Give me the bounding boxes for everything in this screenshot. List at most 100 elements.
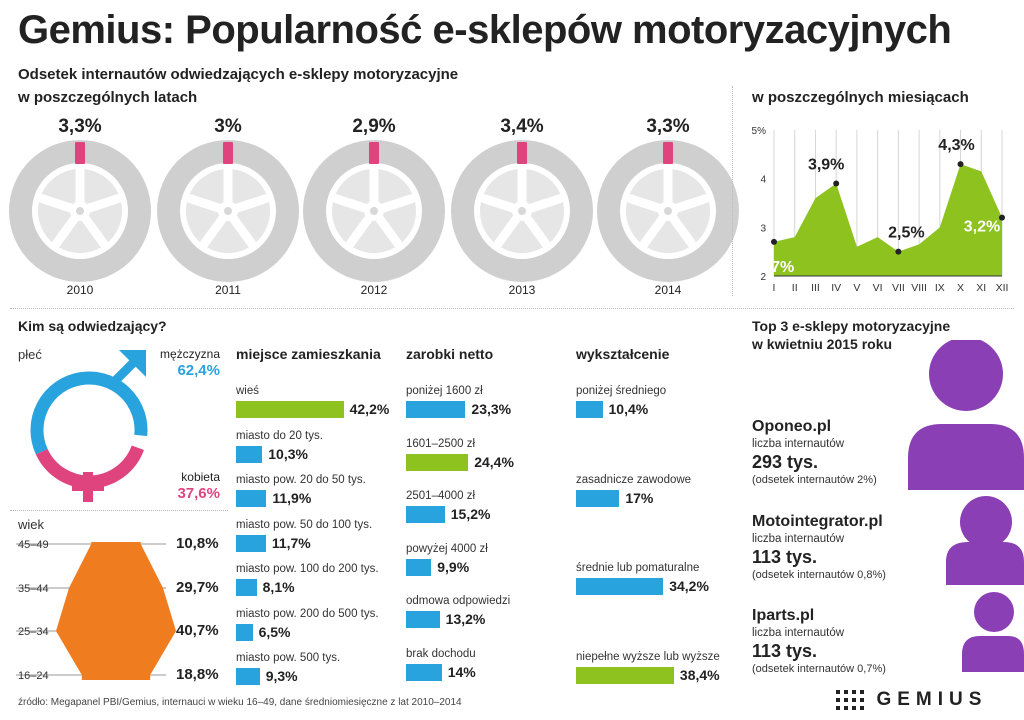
age-value-1: 29,7% bbox=[176, 579, 219, 596]
age-category-2: 25–34 bbox=[18, 626, 49, 638]
residence-label-3: miasto pow. 50 do 100 tys. bbox=[236, 518, 373, 531]
residence-value-4: 8,1% bbox=[262, 579, 295, 595]
monthly-annotation-X: 4,3% bbox=[938, 137, 974, 154]
income-bar-0 bbox=[406, 401, 466, 418]
income-bar-2 bbox=[406, 506, 445, 523]
age-divider bbox=[10, 510, 228, 511]
education-label-2: średnie lub pomaturalne bbox=[576, 562, 700, 574]
shop-0-name: Oponeo.pl bbox=[752, 418, 832, 435]
female-label: kobieta bbox=[181, 470, 220, 484]
income-value-3: 9,9% bbox=[437, 558, 470, 575]
residence-value-2: 11,9% bbox=[272, 490, 312, 506]
monthly-annotation-VII: 2,5% bbox=[888, 225, 924, 242]
year-value-2011: 3% bbox=[214, 116, 242, 137]
month-label-XII: XII bbox=[996, 282, 1009, 294]
month-label-I: I bbox=[773, 282, 776, 294]
year-label-2013: 2013 bbox=[508, 283, 536, 297]
income-label-0: poniżej 1600 zł bbox=[406, 385, 483, 397]
education-label-0: poniżej średniego bbox=[576, 385, 667, 397]
education-bar-0 bbox=[576, 401, 603, 418]
month-label-II: II bbox=[792, 282, 798, 294]
person-1-body-icon bbox=[908, 424, 1024, 490]
year-label-2014: 2014 bbox=[654, 283, 682, 297]
female-value: 37,6% bbox=[177, 485, 220, 502]
education-label-3: niepełne wyższe lub wyższe bbox=[576, 650, 720, 663]
gemius-logo: GEMIUS bbox=[836, 689, 987, 712]
female-cross-horizontal bbox=[72, 482, 104, 491]
top3-heading-2: w kwietniu 2015 roku bbox=[752, 336, 893, 352]
month-label-III: III bbox=[811, 282, 820, 294]
residence-value-0: 42,2% bbox=[349, 401, 390, 417]
gender-heading: płeć bbox=[18, 347, 42, 362]
income-value-0: 23,3% bbox=[471, 401, 512, 417]
source-note: źródło: Megapanel PBI/Gemius, internauci… bbox=[18, 697, 462, 708]
person-2-body-icon bbox=[946, 542, 1024, 585]
income-value-1: 24,4% bbox=[474, 453, 514, 470]
residence-label-0: wieś bbox=[236, 385, 260, 397]
year-label-2011: 2011 bbox=[215, 283, 241, 297]
monthly-ytick-2: 4 bbox=[760, 175, 766, 186]
gender-arc-male bbox=[30, 371, 148, 455]
subtitle-line-2: w poszczególnych latach bbox=[18, 89, 198, 106]
gemius-logo-text: GEMIUS bbox=[876, 689, 988, 710]
person-3-head-icon bbox=[974, 592, 1014, 632]
month-label-V: V bbox=[853, 282, 860, 294]
year-value-2010: 3,3% bbox=[58, 116, 102, 137]
education-bar-2 bbox=[576, 578, 664, 595]
residence-value-3: 11,7% bbox=[271, 534, 311, 551]
income-heading: zarobki netto bbox=[406, 346, 494, 362]
gemius-dots-icon bbox=[836, 689, 864, 710]
income-bar-4 bbox=[406, 611, 440, 628]
month-label-IV: IV bbox=[831, 282, 841, 294]
shop-2-pct: (odsetek internautów 0,7%) bbox=[752, 663, 886, 675]
residence-bar-0 bbox=[236, 401, 344, 418]
shop-2-sub: liczba internautów bbox=[752, 627, 845, 639]
education-value-2: 34,2% bbox=[669, 578, 709, 594]
monthly-ytick-0: 2 bbox=[760, 272, 766, 283]
tire-icon-2010 bbox=[9, 140, 151, 282]
month-label-X: X bbox=[957, 282, 964, 294]
residence-bar-5 bbox=[236, 623, 253, 641]
subtitle-line-1: Odsetek internautów odwiedzających e-skl… bbox=[18, 66, 459, 83]
age-value-3: 18,8% bbox=[176, 666, 219, 683]
monthly-point-IV bbox=[833, 180, 840, 187]
male-label: mężczyzna bbox=[159, 347, 220, 361]
year-value-2013: 3,4% bbox=[500, 116, 544, 137]
month-label-IX: IX bbox=[935, 282, 945, 294]
monthly-ytick-3: 5% bbox=[752, 126, 767, 137]
monthly-subtitle: w poszczególnych miesiącach bbox=[752, 89, 969, 106]
shop-0-pct: (odsetek internautów 2%) bbox=[752, 474, 877, 486]
education-bar-3 bbox=[576, 666, 674, 684]
section-divider bbox=[10, 308, 1014, 309]
income-label-3: powyżej 4000 zł bbox=[406, 542, 488, 555]
residence-value-5: 6,5% bbox=[258, 623, 291, 640]
education-bar-1 bbox=[576, 489, 620, 507]
month-label-VIII: VIII bbox=[911, 282, 927, 294]
year-value-2012: 2,9% bbox=[352, 116, 396, 137]
person-1-head-icon bbox=[929, 340, 1003, 411]
male-arrow-shaft bbox=[108, 356, 140, 388]
monthly-point-XII bbox=[999, 214, 1005, 221]
monthly-point-X bbox=[957, 161, 964, 168]
year-label-2010: 2010 bbox=[66, 283, 94, 297]
age-chart: 45–49 35–44 25–34 16–24 bbox=[16, 539, 176, 682]
residence-bar-2 bbox=[236, 490, 267, 507]
shop-2-value: 113 tys. bbox=[752, 641, 818, 661]
year-label-2012: 2012 bbox=[360, 283, 388, 297]
residence-bar-1 bbox=[236, 445, 263, 463]
shop-1-value: 113 tys. bbox=[752, 547, 818, 567]
age-category-1: 35–44 bbox=[18, 583, 49, 595]
education-label-1: zasadnicze zawodowe bbox=[576, 473, 692, 486]
shop-0-value: 293 tys. bbox=[752, 452, 819, 472]
residence-value-1: 10,3% bbox=[268, 445, 308, 462]
residence-bar-4 bbox=[236, 579, 257, 596]
income-label-4: odmowa odpowiedzi bbox=[406, 595, 511, 607]
income-value-2: 15,2% bbox=[450, 506, 491, 522]
age-heading: wiek bbox=[18, 517, 45, 532]
residence-label-5: miasto pow. 200 do 500 tys. bbox=[236, 607, 379, 620]
education-value-0: 10,4% bbox=[608, 401, 649, 417]
male-value: 62,4% bbox=[177, 362, 220, 379]
year-value-2014: 3,3% bbox=[646, 116, 690, 137]
monthly-annotation-I: 2,7% bbox=[758, 259, 794, 276]
